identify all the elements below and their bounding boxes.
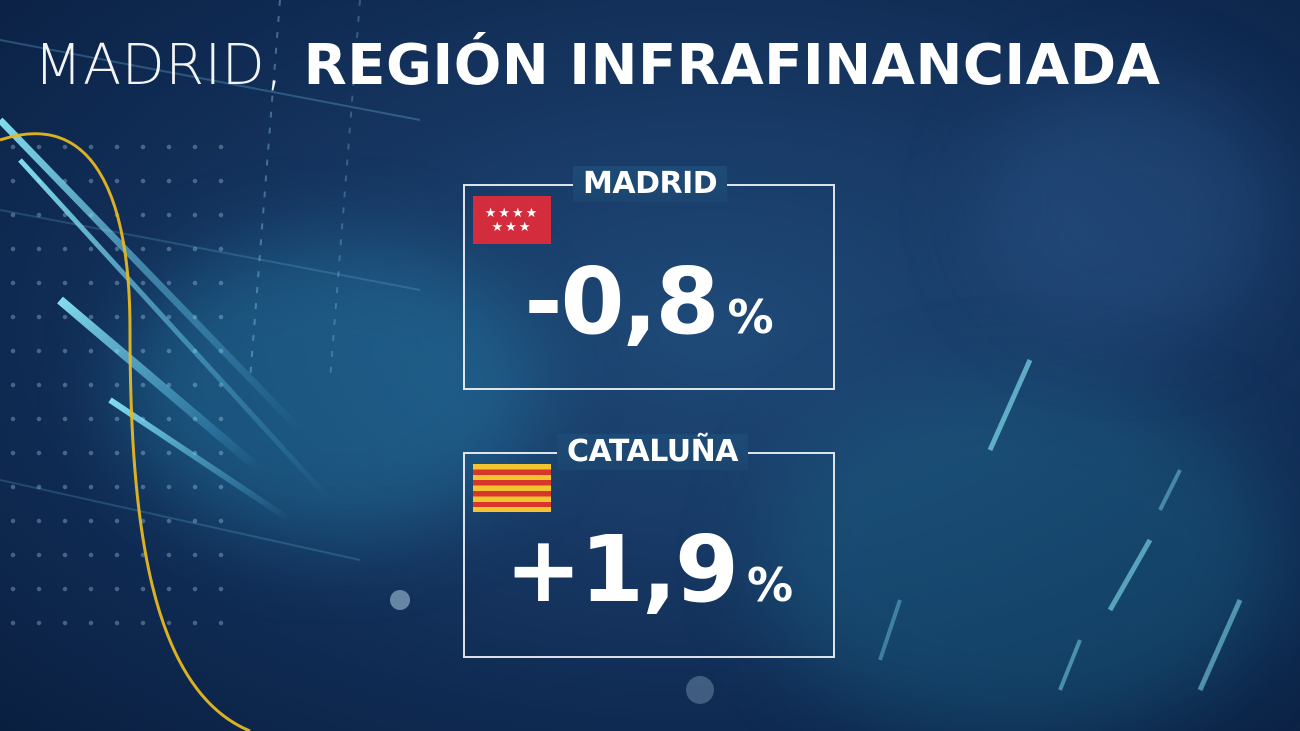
background-glow xyxy=(980,80,1280,340)
madrid-value: -0,8% xyxy=(465,256,833,348)
background-dot-grid xyxy=(0,130,230,650)
background-glow xyxy=(760,380,1280,731)
page-title-bold: REGIÓN INFRAFINANCIADA xyxy=(303,33,1161,98)
cataluna-value-unit: % xyxy=(746,558,794,612)
cataluna-flag-icon xyxy=(473,464,551,512)
cataluna-panel-label: CATALUÑA xyxy=(557,434,748,470)
background-glow xyxy=(120,240,540,540)
madrid-value-unit: % xyxy=(727,290,774,344)
cataluna-panel: CATALUÑA +1,9% xyxy=(463,434,835,658)
cataluna-value-number: +1,9 xyxy=(504,516,739,623)
madrid-flag-icon: ★★★★ ★★★ xyxy=(473,196,551,244)
madrid-panel: MADRID ★★★★ ★★★ -0,8% xyxy=(463,166,835,390)
cataluna-value: +1,9% xyxy=(465,524,833,616)
page-title: MADRID, REGIÓN INFRAFINANCIADA xyxy=(34,38,1160,94)
page-title-light: MADRID, xyxy=(34,33,284,98)
madrid-panel-label: MADRID xyxy=(573,166,728,202)
madrid-value-number: -0,8 xyxy=(524,248,719,355)
